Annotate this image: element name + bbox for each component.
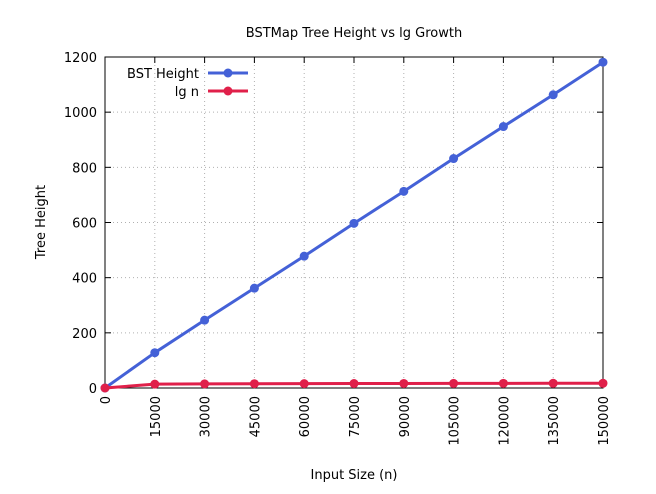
axis-ticks: 0 200 400 600 800 1000 1200 0 15000 30000 45000 600… <box>64 51 612 446</box>
data-point <box>498 122 508 132</box>
y-tick-label: 200 <box>72 327 97 342</box>
y-tick-label: 1000 <box>64 106 97 121</box>
x-tick-label: 135000 <box>547 396 562 446</box>
data-point <box>100 383 110 393</box>
y-tick-label: 400 <box>72 272 97 287</box>
x-tick-label: 120000 <box>497 396 512 446</box>
x-tick-label: 105000 <box>448 396 463 446</box>
legend-marker <box>223 86 233 96</box>
series-group <box>100 57 608 393</box>
data-point <box>598 378 608 388</box>
data-point <box>399 378 409 388</box>
data-point <box>548 90 558 100</box>
data-point <box>349 379 359 389</box>
y-tick-label: 800 <box>72 161 97 176</box>
x-tick-label: 90000 <box>398 396 413 437</box>
data-point <box>498 378 508 388</box>
y-tick-label: 0 <box>89 382 97 397</box>
x-tick-label: 45000 <box>248 396 263 437</box>
y-tick-label: 600 <box>72 217 97 232</box>
data-point <box>548 378 558 388</box>
x-tick-label: 60000 <box>298 396 313 437</box>
data-point <box>449 154 459 164</box>
data-point <box>399 186 409 196</box>
y-tick-label: 1200 <box>64 51 97 66</box>
data-point <box>150 348 160 358</box>
legend-marker <box>223 68 233 78</box>
legend-label: lg n <box>175 85 199 100</box>
x-tick-label: 0 <box>99 396 114 404</box>
data-point <box>598 57 608 67</box>
x-tick-label: 15000 <box>149 396 164 437</box>
data-point <box>449 378 459 388</box>
data-point <box>249 379 259 389</box>
data-point <box>200 379 210 389</box>
x-tick-label: 30000 <box>199 396 214 437</box>
data-point <box>200 315 210 325</box>
data-point <box>349 218 359 228</box>
data-point <box>249 283 259 293</box>
y-axis-title: Tree Height <box>34 185 49 260</box>
x-axis-title: Input Size (n) <box>311 468 398 483</box>
legend-label: BST Height <box>127 67 199 82</box>
data-point <box>299 251 309 261</box>
legend: BST Height lg n <box>127 67 248 100</box>
data-point <box>299 379 309 389</box>
x-tick-label: 75000 <box>348 396 363 437</box>
x-tick-label: 150000 <box>597 396 612 446</box>
chart-title: BSTMap Tree Height vs lg Growth <box>246 26 462 41</box>
data-point <box>150 379 160 389</box>
